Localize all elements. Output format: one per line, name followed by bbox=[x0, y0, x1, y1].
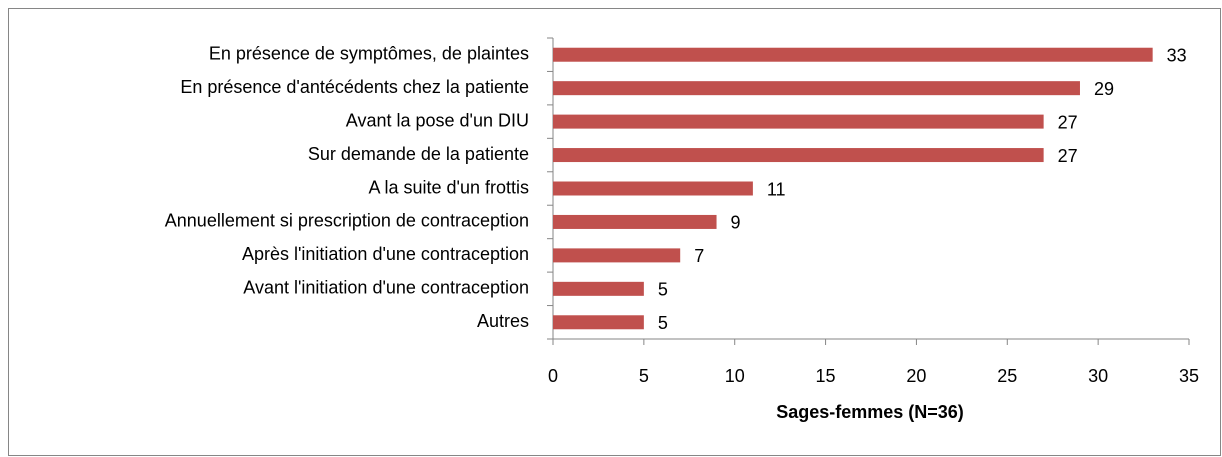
bar bbox=[553, 281, 644, 296]
y-tick-label: Après l'initiation d'une contraception bbox=[242, 244, 529, 264]
x-tick-label: 10 bbox=[725, 366, 745, 386]
bar bbox=[553, 148, 1044, 163]
data-label: 27 bbox=[1058, 112, 1078, 132]
x-axis-title: Sages-femmes (N=36) bbox=[776, 402, 964, 422]
data-label: 27 bbox=[1058, 146, 1078, 166]
data-label: 33 bbox=[1167, 45, 1187, 65]
data-label: 5 bbox=[658, 313, 668, 333]
x-tick-label: 15 bbox=[816, 366, 836, 386]
y-tick-label: En présence de symptômes, de plaintes bbox=[209, 43, 529, 63]
data-label: 5 bbox=[658, 280, 668, 300]
y-tick-label: En présence d'antécédents chez la patien… bbox=[180, 77, 529, 97]
bar bbox=[553, 81, 1080, 96]
x-tick-label: 20 bbox=[906, 366, 926, 386]
x-tick-label: 30 bbox=[1088, 366, 1108, 386]
x-tick-label: 25 bbox=[997, 366, 1017, 386]
bar bbox=[553, 248, 681, 263]
y-tick-label: A la suite d'un frottis bbox=[368, 177, 529, 197]
y-tick-label: Annuellement si prescription de contrace… bbox=[165, 211, 529, 231]
chart-frame bbox=[8, 8, 1221, 456]
bar bbox=[553, 214, 717, 229]
y-tick-label: Sur demande de la patiente bbox=[308, 144, 529, 164]
bar bbox=[553, 47, 1153, 62]
y-tick-label: Autres bbox=[477, 311, 529, 331]
data-label: 7 bbox=[694, 246, 704, 266]
bar bbox=[553, 181, 753, 196]
x-tick-label: 0 bbox=[548, 366, 558, 386]
data-label: 9 bbox=[731, 213, 741, 233]
y-tick-label: Avant l'initiation d'une contraception bbox=[243, 278, 529, 298]
data-label: 11 bbox=[767, 179, 786, 199]
data-label: 29 bbox=[1094, 79, 1114, 99]
x-tick-label: 5 bbox=[639, 366, 649, 386]
bar bbox=[553, 114, 1044, 129]
x-tick-label: 35 bbox=[1179, 366, 1199, 386]
y-tick-label: Avant la pose d'un DIU bbox=[346, 110, 529, 130]
bar bbox=[553, 315, 644, 330]
